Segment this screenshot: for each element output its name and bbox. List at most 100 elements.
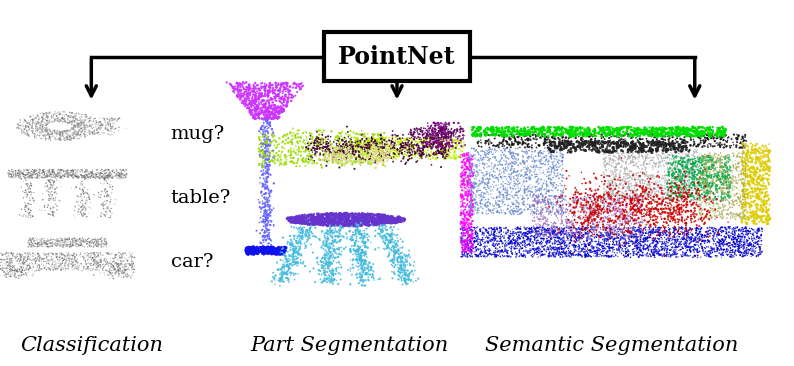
Point: [288, 220, 301, 225]
Point: [353, 245, 366, 251]
Point: [252, 197, 264, 203]
Point: [708, 153, 721, 158]
Point: [466, 127, 479, 133]
Point: [687, 197, 700, 203]
Point: [414, 148, 426, 154]
Point: [637, 247, 649, 253]
Point: [387, 144, 399, 150]
Point: [305, 223, 318, 229]
Point: [279, 263, 291, 269]
Point: [750, 215, 762, 221]
Point: [41, 115, 54, 121]
Point: [693, 196, 706, 202]
Point: [723, 184, 736, 190]
Point: [461, 228, 474, 234]
Point: [87, 272, 100, 278]
Point: [688, 173, 700, 179]
Point: [548, 134, 561, 139]
Point: [61, 132, 74, 138]
Point: [702, 228, 715, 234]
Point: [352, 229, 364, 235]
Point: [657, 162, 669, 168]
Point: [405, 269, 418, 275]
Point: [241, 246, 254, 251]
Point: [511, 131, 524, 137]
Point: [99, 186, 112, 192]
Point: [686, 175, 699, 181]
Point: [337, 234, 350, 240]
Point: [278, 270, 291, 276]
Point: [717, 175, 730, 181]
Point: [607, 236, 620, 242]
Point: [715, 225, 727, 231]
Point: [723, 232, 735, 238]
Point: [537, 200, 549, 206]
Point: [501, 141, 514, 147]
Point: [233, 92, 246, 98]
Point: [326, 128, 338, 134]
Point: [570, 227, 583, 233]
Point: [17, 213, 29, 219]
Point: [233, 90, 245, 96]
Point: [607, 160, 620, 166]
Point: [376, 216, 388, 221]
Point: [596, 144, 609, 150]
Point: [261, 245, 274, 251]
Point: [538, 139, 551, 145]
Point: [102, 172, 114, 178]
Point: [521, 167, 534, 172]
Point: [64, 242, 77, 248]
Point: [642, 174, 654, 180]
Point: [41, 265, 54, 271]
Point: [635, 201, 648, 207]
Point: [464, 224, 477, 230]
Point: [77, 263, 90, 269]
Point: [699, 182, 711, 187]
Point: [656, 136, 669, 142]
Point: [306, 234, 319, 239]
Point: [514, 145, 526, 150]
Point: [234, 88, 247, 94]
Point: [715, 160, 728, 166]
Point: [463, 188, 476, 194]
Point: [83, 130, 96, 136]
Point: [677, 159, 690, 165]
Point: [672, 228, 684, 234]
Point: [66, 126, 79, 131]
Point: [264, 244, 276, 250]
Point: [601, 248, 614, 254]
Point: [495, 129, 507, 135]
Point: [636, 170, 649, 176]
Point: [545, 180, 557, 186]
Point: [666, 197, 679, 203]
Point: [688, 186, 701, 191]
Point: [629, 221, 642, 227]
Point: [341, 218, 353, 224]
Point: [315, 140, 328, 146]
Point: [37, 116, 49, 122]
Point: [13, 167, 26, 173]
Point: [79, 259, 92, 265]
Point: [606, 188, 619, 194]
Point: [251, 112, 264, 117]
Point: [666, 217, 679, 223]
Point: [285, 219, 298, 225]
Point: [658, 235, 671, 240]
Point: [524, 133, 537, 139]
Point: [731, 235, 744, 241]
Point: [330, 240, 343, 246]
Point: [461, 242, 474, 248]
Point: [260, 150, 272, 156]
Point: [291, 227, 304, 232]
Point: [536, 197, 549, 203]
Point: [406, 139, 418, 145]
Point: [79, 199, 92, 205]
Point: [588, 209, 601, 215]
Point: [603, 233, 615, 239]
Point: [757, 164, 770, 170]
Point: [484, 132, 496, 138]
Point: [615, 155, 628, 161]
Point: [367, 153, 380, 158]
Point: [47, 205, 60, 211]
Point: [302, 221, 314, 227]
